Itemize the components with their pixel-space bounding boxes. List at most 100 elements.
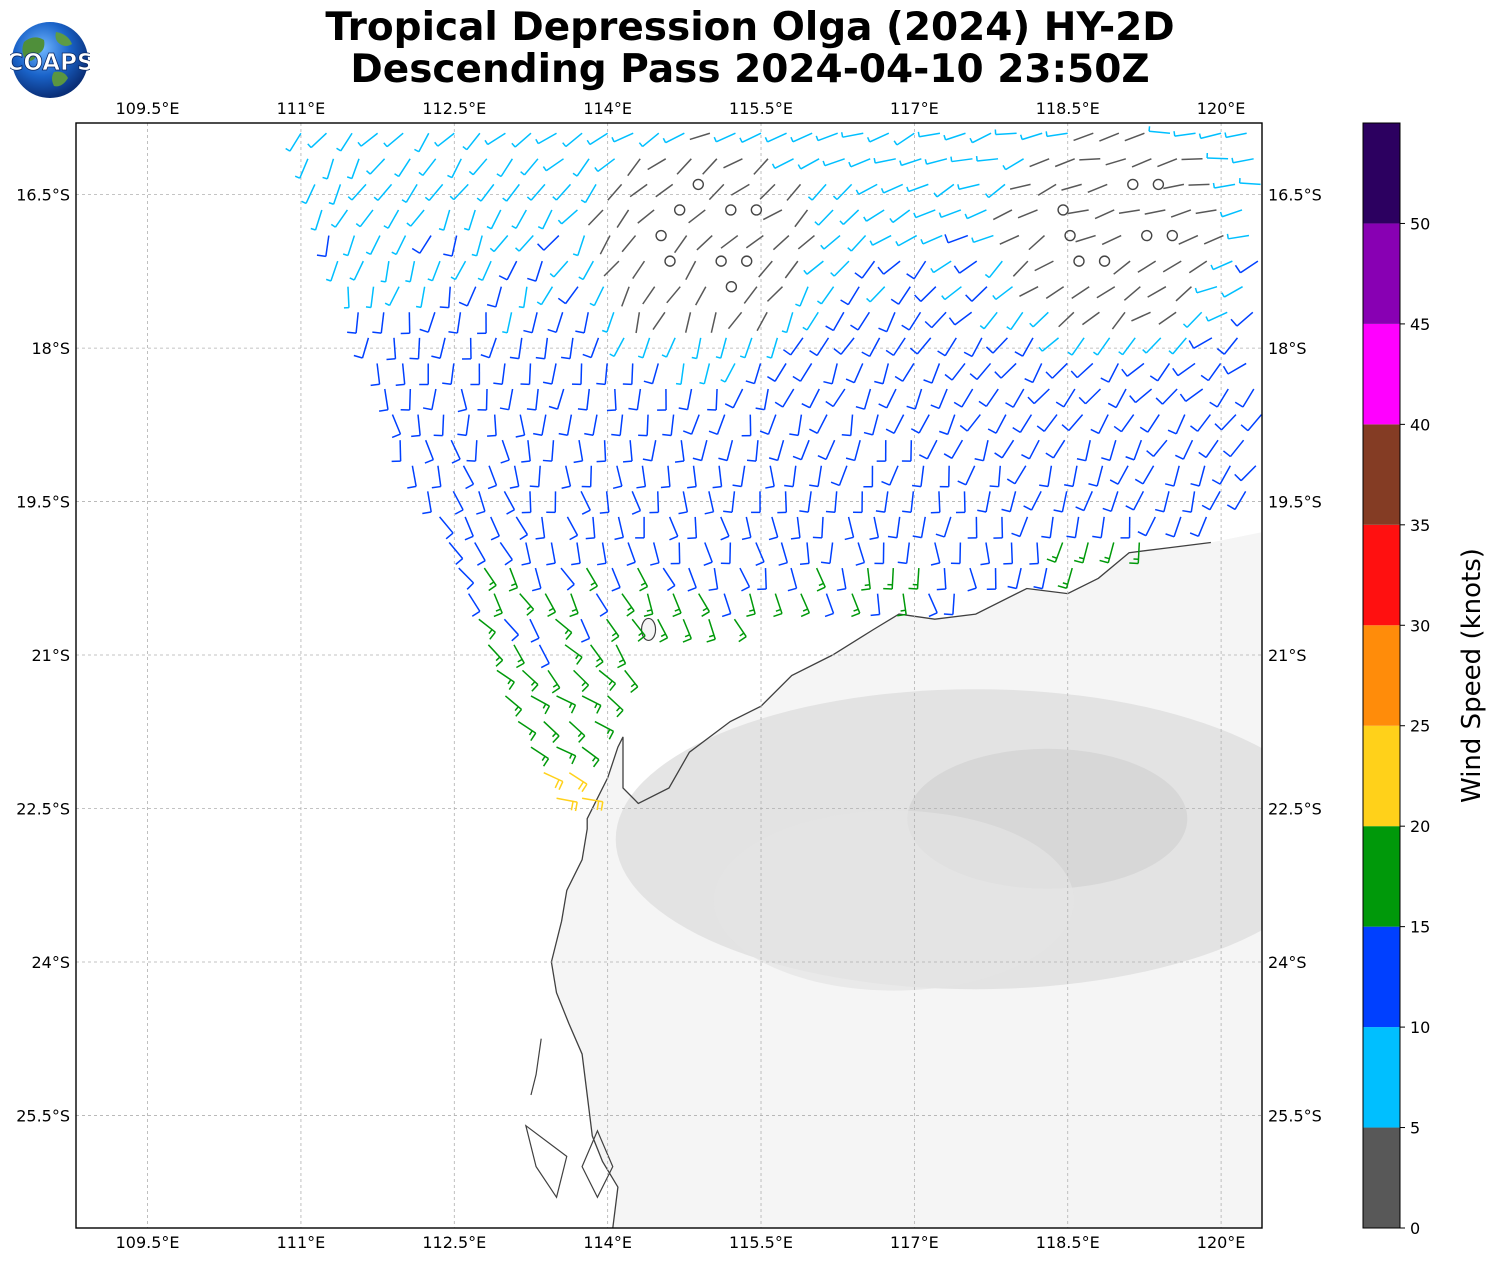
calm-wind-marker bbox=[1057, 204, 1069, 216]
wind-barb bbox=[383, 209, 400, 229]
wind-barb bbox=[772, 234, 790, 251]
wind-barb bbox=[498, 260, 518, 281]
wind-barb bbox=[594, 720, 615, 740]
wind-barb bbox=[987, 414, 1007, 434]
wind-barb bbox=[1099, 542, 1115, 564]
wind-barb bbox=[325, 260, 339, 282]
wind-barb bbox=[1188, 337, 1213, 349]
wind-barb bbox=[552, 183, 572, 201]
wind-barb bbox=[1057, 567, 1073, 590]
wind-barb bbox=[635, 516, 645, 539]
wind-barb bbox=[993, 516, 1004, 539]
calm-wind-marker bbox=[1073, 255, 1085, 267]
wind-barb bbox=[766, 363, 787, 382]
wind-barb bbox=[897, 593, 907, 617]
wind-barb bbox=[809, 465, 823, 488]
wind-barb bbox=[1149, 363, 1171, 382]
wind-barb bbox=[1168, 337, 1187, 355]
wind-barb bbox=[833, 337, 855, 355]
wind-barb bbox=[869, 234, 892, 246]
wind-barb bbox=[930, 491, 941, 514]
wind-barb bbox=[529, 465, 541, 488]
wind-barb bbox=[971, 234, 994, 244]
calm-wind-marker bbox=[673, 204, 686, 216]
wind-barb bbox=[928, 593, 938, 618]
wind-barb bbox=[1190, 414, 1211, 432]
wind-barb bbox=[642, 440, 657, 462]
wind-barb bbox=[682, 414, 700, 435]
colorbar-segment bbox=[1363, 826, 1400, 927]
wind-barb bbox=[511, 132, 532, 148]
wind-barb bbox=[343, 286, 350, 309]
wind-barb bbox=[784, 465, 797, 488]
wind-barb bbox=[1118, 209, 1140, 214]
wind-barb bbox=[489, 235, 509, 253]
wind-barb bbox=[542, 440, 555, 462]
wind-barb bbox=[685, 260, 697, 281]
wind-barb bbox=[586, 132, 609, 146]
wind-barb bbox=[897, 542, 911, 565]
wind-barb bbox=[670, 542, 681, 565]
wind-barb bbox=[294, 158, 309, 179]
wind-barb bbox=[1073, 542, 1089, 564]
wind-barb bbox=[1167, 414, 1186, 435]
wind-barb bbox=[560, 567, 575, 591]
wind-barb bbox=[985, 337, 1008, 354]
wind-barb bbox=[1195, 209, 1217, 215]
wind-barb bbox=[933, 183, 955, 198]
wind-barb bbox=[443, 235, 458, 257]
wind-barb bbox=[535, 516, 546, 540]
wind-barb bbox=[1234, 388, 1255, 408]
wind-barb bbox=[607, 183, 623, 201]
wind-barb bbox=[902, 491, 915, 513]
wind-barb bbox=[815, 567, 826, 592]
wind-barb bbox=[803, 260, 824, 275]
wind-barb bbox=[1203, 234, 1224, 245]
y-tick-label-left: 25.5°S bbox=[16, 1106, 70, 1125]
wind-barb bbox=[530, 746, 550, 767]
wind-barb bbox=[395, 363, 406, 386]
wind-barb bbox=[463, 209, 476, 231]
wind-barb bbox=[1181, 158, 1203, 161]
wind-barb bbox=[529, 618, 540, 643]
wind-barb bbox=[953, 388, 974, 408]
wind-barb bbox=[496, 158, 514, 178]
wind-barb bbox=[715, 337, 727, 359]
wind-barb bbox=[424, 439, 435, 464]
wind-barb bbox=[1157, 158, 1178, 168]
wind-barb bbox=[863, 414, 879, 436]
wind-barb bbox=[493, 363, 506, 386]
wind-barb bbox=[1055, 388, 1076, 408]
wind-barb bbox=[457, 414, 470, 437]
wind-barb bbox=[431, 337, 446, 359]
wind-barb bbox=[285, 132, 302, 152]
wind-barb bbox=[870, 593, 881, 617]
wind-barb bbox=[691, 337, 702, 360]
wind-barb bbox=[1162, 260, 1182, 273]
wind-barb bbox=[431, 465, 442, 489]
wind-barb bbox=[406, 209, 425, 227]
wind-barb bbox=[477, 312, 487, 335]
wind-barb bbox=[720, 542, 732, 565]
wind-barb bbox=[713, 132, 736, 143]
wind-barb bbox=[975, 155, 999, 162]
wind-barb bbox=[1096, 286, 1116, 299]
wind-barb bbox=[674, 440, 685, 463]
wind-barb bbox=[1090, 414, 1109, 435]
wind-barb bbox=[1079, 158, 1101, 161]
wind-barb bbox=[626, 542, 636, 567]
y-tick-label-right: 19.5°S bbox=[1268, 493, 1322, 512]
wind-barb bbox=[448, 542, 464, 565]
wind-barb bbox=[745, 234, 764, 249]
wind-barb bbox=[621, 593, 635, 617]
wind-barb bbox=[572, 158, 590, 177]
wind-barb bbox=[1102, 491, 1119, 512]
wind-barb bbox=[873, 157, 896, 164]
wind-barb bbox=[1189, 516, 1208, 538]
wind-barb bbox=[632, 260, 646, 279]
wind-barb bbox=[866, 286, 886, 303]
wind-barb bbox=[687, 516, 698, 540]
wind-barb bbox=[427, 260, 441, 282]
wind-barb bbox=[409, 337, 421, 360]
wind-barb bbox=[638, 132, 660, 148]
